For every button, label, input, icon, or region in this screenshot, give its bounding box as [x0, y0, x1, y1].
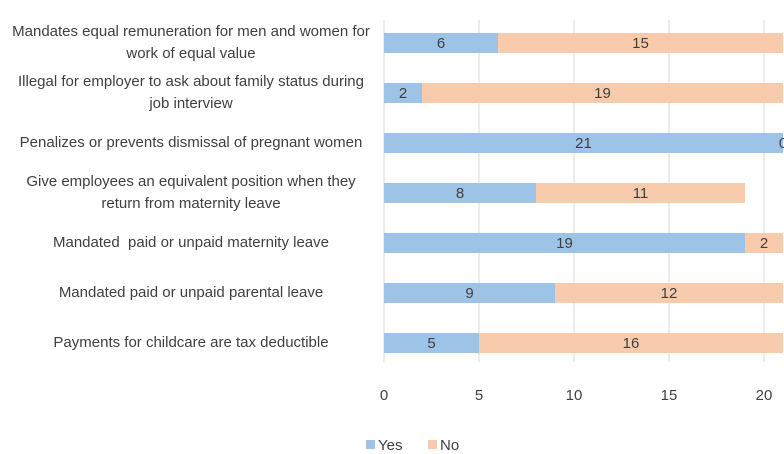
x-tick-label: 10 — [566, 387, 583, 404]
y-tick-label: Mandated paid or unpaid parental leave — [58, 284, 324, 301]
data-label: 2 — [760, 235, 768, 252]
y-tick-label: Illegal for employer to ask about family… — [17, 73, 369, 112]
data-label: 0 — [779, 135, 784, 152]
bar-segment — [498, 33, 783, 53]
bar-segment — [745, 233, 783, 253]
x-tick-label: 5 — [475, 387, 483, 404]
data-label: 15 — [632, 35, 649, 52]
bar-segment — [384, 33, 498, 53]
legend-swatch — [428, 440, 437, 449]
bar-segment — [422, 83, 783, 103]
bar-segment — [479, 333, 783, 353]
y-tick-label: Mandated paid or unpaid maternity leave — [52, 234, 329, 251]
bar-segment — [384, 83, 422, 103]
data-label: 21 — [575, 135, 592, 152]
data-label: 19 — [556, 235, 573, 252]
bar-segment — [384, 183, 536, 203]
y-tick-label: Payments for childcare are tax deductibl… — [53, 334, 329, 351]
bar-segment — [384, 283, 555, 303]
x-tick-label: 0 — [380, 387, 388, 404]
data-label: 2 — [399, 85, 407, 102]
y-tick-label: Penalizes or prevents dismissal of pregn… — [19, 134, 363, 151]
bar-segment — [384, 333, 479, 353]
bar-segment — [555, 283, 783, 303]
data-label: 16 — [623, 335, 640, 352]
x-tick-label: 15 — [661, 387, 678, 404]
bar-segment — [536, 183, 745, 203]
data-label: 12 — [661, 285, 678, 302]
legend-label: Yes — [378, 437, 402, 454]
data-label: 8 — [456, 185, 464, 202]
data-label: 19 — [594, 85, 611, 102]
y-tick-label: Mandates equal remuneration for men and … — [12, 23, 375, 62]
y-tick-label: Give employees an equivalent position wh… — [26, 173, 360, 212]
legend-swatch — [366, 440, 375, 449]
x-tick-label: 20 — [756, 387, 773, 404]
data-label: 6 — [437, 35, 445, 52]
data-label: 11 — [633, 185, 649, 202]
data-label: 9 — [465, 285, 473, 302]
legend-label: No — [440, 437, 459, 454]
data-label: 5 — [427, 335, 435, 352]
bar-segment — [384, 133, 783, 153]
bar-segment — [384, 233, 745, 253]
